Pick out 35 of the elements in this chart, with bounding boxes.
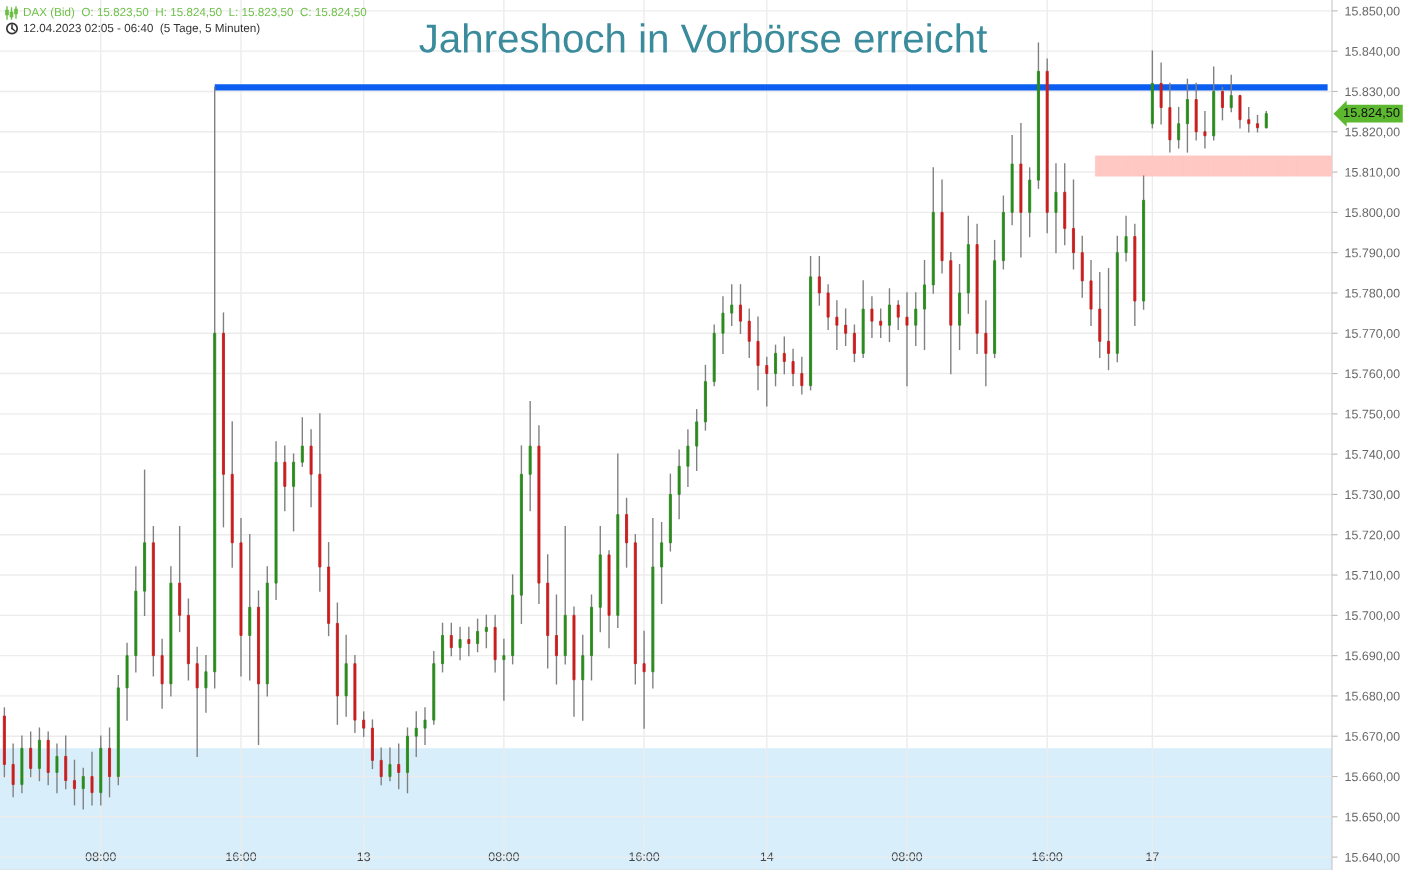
y-tick-label: 15.830,00 [1345,87,1400,98]
x-tick-label: 13 [357,852,371,862]
y-tick-label: 15.750,00 [1345,409,1400,420]
x-tick-label: 16:00 [226,852,257,862]
y-tick-label: 15.670,00 [1345,732,1400,743]
text: 15.824,50 [1344,108,1400,119]
y-tick-label: 15.660,00 [1345,772,1400,783]
x-tick-label: 08:00 [488,852,520,862]
y-tick-label: 15.780,00 [1345,288,1400,300]
y-tick-label: 15.700,00 [1345,611,1400,622]
y-tick-label: 15.840,00 [1345,46,1400,58]
y-tick-label: 15.720,00 [1345,530,1400,541]
x-tick-label: 08:00 [891,852,923,862]
y-tick-label: 15.650,00 [1345,812,1400,823]
y-tick-label: 15.690,00 [1345,651,1400,662]
y-tick-label: 15.710,00 [1345,570,1400,582]
y-tick-label: 15.740,00 [1345,449,1400,461]
x-tick-label: 14 [760,852,774,861]
chart-title: Jahreshoch in Vorbörse erreicht [419,23,988,53]
y-tick-label: 15.640,00 [1345,852,1400,864]
x-tick-label: 08:00 [85,852,116,862]
y-tick-label: 15.810,00 [1345,167,1400,179]
x-tick-label: 16:00 [1032,852,1063,862]
y-tick-label: 15.850,00 [1345,6,1400,18]
y-tick-label: 15.800,00 [1345,208,1400,219]
x-tick-label: 17 [1146,852,1159,861]
annotation: DAX (Bid) O: 15.823,50 H: 15.824,50 L: 15.823,50 C: 15.824,50 [23,7,367,19]
y-tick-label: 15.680,00 [1345,691,1400,703]
y-tick-label: 15.820,00 [1345,127,1400,138]
x-tick-label: 16:00 [629,852,660,862]
y-tick-label: 15.790,00 [1345,248,1400,259]
y-tick-label: 15.760,00 [1345,369,1400,380]
annotation: 12.04.2023 02:05 - 06:40 (5 Tage, 5 Minuten) [23,23,260,35]
y-tick-label: 15.730,00 [1345,490,1400,501]
y-tick-label: 15.770,00 [1345,329,1400,340]
